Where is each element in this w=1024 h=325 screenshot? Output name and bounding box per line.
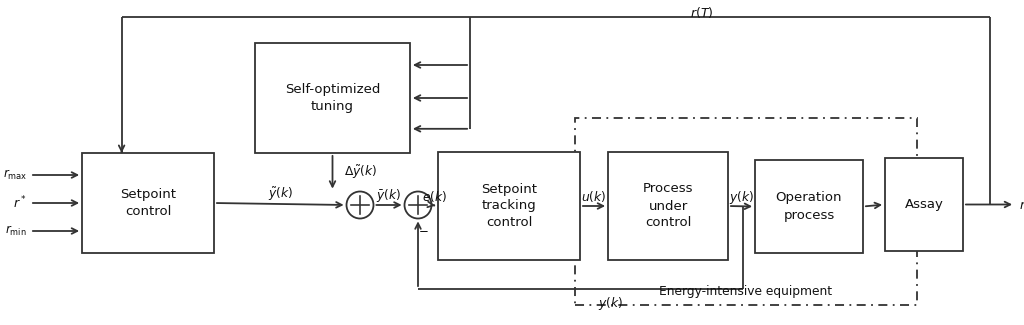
FancyBboxPatch shape (608, 152, 728, 260)
Text: Operation
process: Operation process (776, 191, 843, 222)
Text: $y(k)$: $y(k)$ (729, 188, 754, 205)
Text: $r_{\rm max}$: $r_{\rm max}$ (2, 168, 27, 182)
Text: Assay: Assay (904, 198, 943, 211)
Text: Setpoint
control: Setpoint control (120, 188, 176, 218)
Text: $r^*$: $r^*$ (13, 195, 27, 211)
Text: $e(k)$: $e(k)$ (422, 188, 447, 203)
FancyBboxPatch shape (755, 160, 863, 253)
Text: $y(k)$: $y(k)$ (598, 295, 623, 312)
Text: $r(T)$: $r(T)$ (690, 5, 714, 20)
Text: $\bar{y}(k)$: $\bar{y}(k)$ (377, 188, 401, 204)
FancyBboxPatch shape (82, 153, 214, 253)
Text: $\Delta\tilde{y}(k)$: $\Delta\tilde{y}(k)$ (344, 163, 378, 181)
FancyBboxPatch shape (255, 43, 410, 153)
Text: Energy-intensive equipment: Energy-intensive equipment (659, 284, 833, 297)
FancyBboxPatch shape (885, 158, 963, 251)
Text: $\tilde{y}(k)$: $\tilde{y}(k)$ (267, 185, 293, 203)
Text: Process
under
control: Process under control (643, 183, 693, 229)
Text: $r(T)$: $r(T)$ (1019, 197, 1024, 212)
Circle shape (346, 191, 374, 218)
Text: Setpoint
tracking
control: Setpoint tracking control (481, 183, 537, 229)
Text: $u(k)$: $u(k)$ (582, 189, 606, 204)
Circle shape (404, 191, 431, 218)
FancyBboxPatch shape (438, 152, 580, 260)
Text: Self-optimized
tuning: Self-optimized tuning (285, 83, 380, 113)
Text: $r_{\rm min}$: $r_{\rm min}$ (5, 224, 27, 238)
Text: $-$: $-$ (418, 224, 428, 237)
